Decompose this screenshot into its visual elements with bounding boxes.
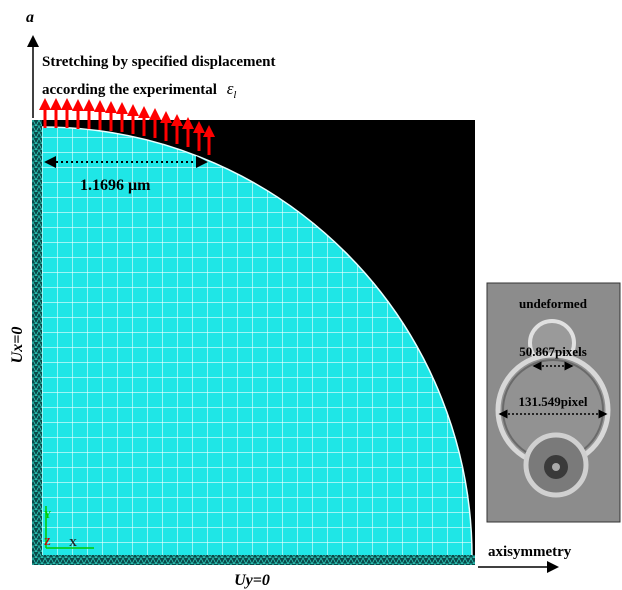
load-text: Stretching by specified displacement [42, 54, 275, 70]
inset-image: undeformed 50.867pixels 131.549pixel [487, 283, 620, 522]
load-text: according the experimental εl [42, 79, 236, 101]
triad-label: Z [44, 537, 51, 548]
inset-title: undeformed [519, 296, 588, 311]
left-constraint [32, 120, 42, 565]
triad-label: X [69, 537, 77, 549]
bottom-constraint [32, 555, 475, 565]
left-bc-label: Ux=0 [9, 327, 26, 364]
dimension-label: 1.1696 μm [80, 177, 151, 194]
figure: a Stretching by specified displacement a… [0, 0, 622, 590]
panel-label: a [26, 9, 34, 26]
inset-label: 50.867pixels [519, 344, 587, 359]
bottom-bc-label: Uy=0 [234, 572, 270, 589]
right-bc-label: axisymmetry [488, 544, 572, 560]
inset-label: 131.549pixel [519, 394, 588, 409]
triad-label: Y [44, 510, 52, 521]
